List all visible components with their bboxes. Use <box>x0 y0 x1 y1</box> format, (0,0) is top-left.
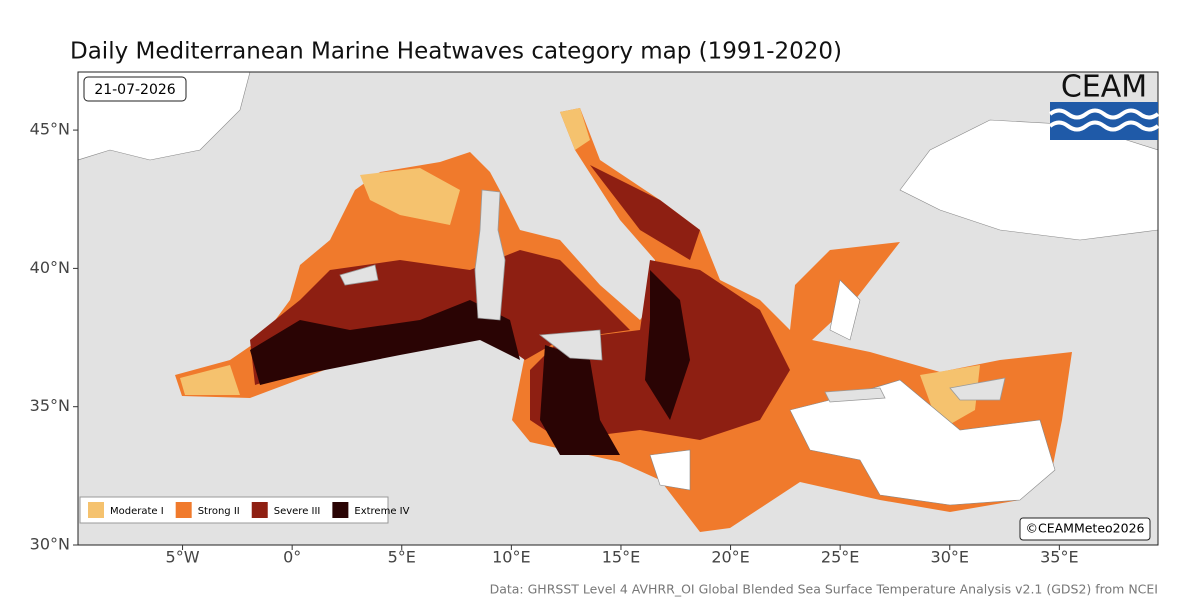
x-tick-label: 20°E <box>711 548 749 567</box>
x-tick-label: 15°E <box>602 548 640 567</box>
legend-swatch <box>175 502 192 518</box>
x-tick-label: 35°E <box>1040 548 1078 567</box>
sea-extreme <box>645 270 690 420</box>
legend-label: Extreme IV <box>354 506 409 517</box>
legend-swatch <box>88 502 104 518</box>
sea-moderate <box>360 168 460 225</box>
legend-swatch <box>332 502 349 518</box>
black-sea <box>899 119 1158 241</box>
x-tick-label: 10°E <box>492 548 530 567</box>
island <box>538 329 603 361</box>
x-tick-label: 5°E <box>388 548 416 567</box>
sea-extreme <box>540 345 620 455</box>
map-area <box>78 72 1158 545</box>
date-box <box>83 76 187 102</box>
logo-waves <box>1050 102 1158 140</box>
axis-ticks: 5°W 0° 5°E 10°E 15°E 20°E 25°E 30°E 35°E 30°N 35°N… <box>30 120 1079 567</box>
x-tick-label: 25°E <box>821 548 859 567</box>
credit: ©CEAMMeteo2026 <box>1026 521 1145 536</box>
legend-swatch <box>251 502 268 518</box>
legend-label: Severe III <box>274 506 321 517</box>
logo: CEAM <box>1048 70 1160 140</box>
logo-text: CEAM <box>1061 70 1147 105</box>
source: Data: GHRSST Level 4 AVHRR_OI Global Ble… <box>490 582 1158 597</box>
sea-none <box>649 449 691 491</box>
y-tick-label: 35°N <box>30 396 70 415</box>
map-title: Daily Mediterranean Marine Heatwaves cat… <box>70 39 842 65</box>
x-tick-label: 5°W <box>166 548 200 567</box>
sea-moderate <box>560 108 590 150</box>
island <box>949 377 1006 401</box>
x-tick-label: 0° <box>283 548 301 567</box>
y-tick-label: 40°N <box>30 258 70 277</box>
island <box>339 264 379 286</box>
y-tick-label: 45°N <box>30 120 70 139</box>
plot-frame <box>77 71 1159 546</box>
x-tick-label: 30°E <box>931 548 969 567</box>
island <box>824 387 886 403</box>
sea-none <box>789 379 1056 506</box>
legend-label: Moderate I <box>110 506 164 517</box>
sea-moderate <box>180 365 240 395</box>
logo-wave-lines <box>1048 108 1160 132</box>
sea-severe <box>590 165 700 260</box>
island <box>474 189 506 321</box>
credit-box <box>1019 517 1151 541</box>
sea-none <box>829 279 861 341</box>
y-tick-label: 30°N <box>30 535 70 554</box>
legend: Moderate I Strong II Severe III Extreme IV <box>79 496 410 524</box>
date-label: 21-07-2026 <box>94 82 175 98</box>
sea-extreme <box>250 300 520 385</box>
legend-label: Strong II <box>198 506 240 517</box>
